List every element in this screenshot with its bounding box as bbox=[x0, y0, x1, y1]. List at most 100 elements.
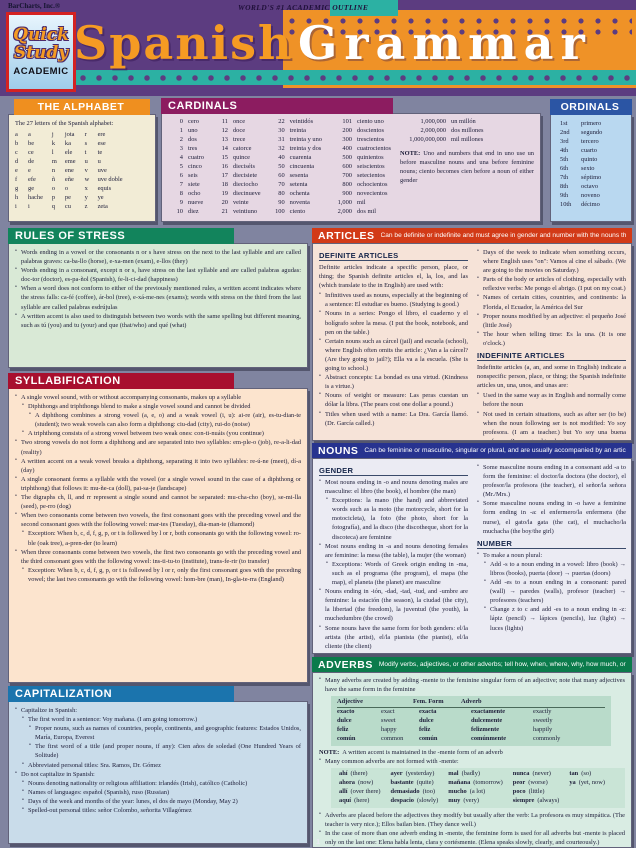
articles-tagline: Can be definite or indefinite and must a… bbox=[380, 232, 627, 239]
page-title-grammar: Grammar bbox=[298, 16, 592, 70]
ordinal-row: 7th séptimo bbox=[560, 173, 602, 181]
bullet-item: • The first word of a title (and proper n… bbox=[29, 742, 301, 760]
bullet-item: • Names of languages: español (Spanish), … bbox=[22, 787, 170, 796]
bullet-item: • A written accent on a weak vowel breaks… bbox=[15, 456, 301, 474]
ordinal-row: 10th décimo bbox=[560, 200, 600, 208]
alphabet-letter-row: g ge bbox=[15, 184, 35, 192]
articles-panel: DEFINITE ARTICLES Definite articles indi… bbox=[312, 243, 632, 441]
cardinal-row: 21 veintiuno bbox=[221, 207, 258, 215]
adverbs-intro: • Many adverbs are created by adding -men… bbox=[319, 676, 625, 694]
bullet-item: • Abbreviated personal titles: Sra. Ramos… bbox=[22, 760, 161, 769]
alphabet-section-header: THE ALPHABET bbox=[14, 99, 150, 115]
common-adverb-entry: mucho (a lot) bbox=[448, 788, 486, 796]
cardinals-panel: 0 cero 1 uno 2 dos 3 tres 4 cuatro 5 cinco 6 seis 7 sie… bbox=[161, 113, 541, 222]
cardinal-million-row: 1,000,000,000 mil millones bbox=[409, 135, 484, 143]
bullet-marker: • bbox=[319, 757, 321, 764]
definite-articles-bullets-2: • Days of the week to indicate when somet… bbox=[477, 248, 626, 348]
adverbs-tagline: Modify verbs, adjectives, or other adver… bbox=[378, 661, 626, 668]
bullet-item: • Some masculine nouns ending in -o have … bbox=[477, 499, 626, 535]
adverbs-section-header: ADVERBS Modify verbs, adjectives, or oth… bbox=[312, 657, 632, 672]
nouns-left-column: GENDER • Most nouns ending in -o and noun… bbox=[319, 463, 468, 651]
bullet-item: • Exceptions: Words of Greek origin endin… bbox=[326, 559, 468, 587]
cardinal-row: 100 ciento bbox=[275, 207, 306, 215]
cardinal-row: 5 cinco bbox=[179, 162, 202, 170]
cardinal-row: 7 siete bbox=[179, 180, 200, 188]
adverbs-title: ADVERBS bbox=[318, 658, 373, 671]
alphabet-letter-row: k ka bbox=[51, 140, 71, 148]
common-adverb-entry: despacio (slowly) bbox=[390, 797, 439, 805]
note-label: NOTE: bbox=[400, 149, 421, 157]
cardinal-row: 700 setecientos bbox=[342, 171, 386, 179]
ordinals-section-header: ORDINALS bbox=[550, 99, 632, 115]
bullet-item: • Capitalize in Spanish: bbox=[15, 706, 78, 714]
bullet-item: • Diphthongs and triphthongs blend to mak… bbox=[22, 402, 251, 411]
common-adverb-entry: peor (worse) bbox=[512, 779, 548, 787]
cardinal-row: 101 ciento uno bbox=[342, 118, 384, 125]
cardinal-row: 900 novecientos bbox=[342, 189, 388, 197]
bullet-item: • Parts of the body or articles of clothi… bbox=[477, 275, 626, 293]
cardinal-row: 2,000 dos mil bbox=[337, 207, 376, 215]
bullet-item: • Days of the week to indicate when somet… bbox=[477, 248, 626, 275]
cardinal-row: 14 catorce bbox=[221, 144, 252, 152]
bullet-item: • The hour when telling time: Es la una. … bbox=[477, 329, 626, 347]
articles-section-header: ARTICLES Can be definite or indefinite a… bbox=[312, 228, 632, 243]
cardinal-row: 19 diecinueve bbox=[221, 189, 261, 197]
alphabet-letter-row: d de bbox=[15, 158, 35, 165]
common-adverbs-column-2: ayer (yesterday) bastante (quite) demasiado(… bbox=[391, 770, 439, 806]
bullet-item: • Infinitives used as nouns, especially a… bbox=[319, 291, 468, 309]
common-adverb-entry: bastante (quite) bbox=[390, 779, 434, 787]
cardinal-row: 70 setenta bbox=[278, 180, 308, 188]
publisher-brand: BarCharts, Inc.® bbox=[8, 2, 61, 10]
cardinal-row: 32 treinta y dos bbox=[278, 144, 322, 152]
bullet-item: • When a word does not conform to either … bbox=[15, 284, 301, 311]
alphabet-letter-row: z zeta bbox=[84, 202, 108, 210]
common-adverb-entry: siempre (always) bbox=[512, 797, 560, 805]
alphabet-panel: The 27 letters of the Spanish alphabet: … bbox=[8, 114, 156, 222]
mente-table-header: Adjective Fem. Form Adverb bbox=[337, 698, 605, 709]
number-bullets: • To make a noun plural: • Add -s to a noun… bbox=[477, 551, 626, 633]
cardinal-row: 2 dos bbox=[179, 135, 197, 143]
cardinal-row: 6 seis bbox=[179, 171, 198, 179]
cardinal-row: 3 tres bbox=[179, 144, 198, 152]
cardinal-row: 8 ocho bbox=[179, 189, 201, 197]
bullet-item: • Proper nouns modified by an adjective: … bbox=[477, 311, 626, 329]
cardinals-millions-note: 1,000,000 un millón 2,000,000 dos millones 1… bbox=[400, 118, 534, 217]
common-adverbs-column-4: nunca (never) peor (worse) poco (little) siemp… bbox=[513, 770, 560, 806]
common-adverb-entry: muy (very) bbox=[448, 797, 479, 805]
bullet-item: • Two strong vowels do not form a diphtho… bbox=[15, 438, 301, 456]
alphabet-column-2: j jota k ka l ele m eme n ene ñ eñe o o p pe q cu bbox=[52, 131, 76, 212]
bullet-item: • Most nouns ending in -a and nouns denot… bbox=[319, 541, 468, 559]
adverbs-panel: • Many adverbs are created by adding -men… bbox=[312, 672, 632, 848]
logo-quick-text: Quick bbox=[13, 24, 69, 45]
alphabet-letter-row: s ese bbox=[84, 140, 106, 148]
note-text: Uno and numbers that end in uno use un b… bbox=[400, 149, 534, 185]
nouns-panel: GENDER • Most nouns ending in -o and noun… bbox=[312, 458, 632, 654]
bullet-item: • Nouns denoting nationality or religious… bbox=[22, 778, 248, 787]
cardinal-million-row: 1,000,000 un millón bbox=[420, 118, 476, 125]
bullet-item: • Nouns of weight or measure: Las peras c… bbox=[319, 391, 468, 409]
bullet-item: • In the case of more than one adverb end… bbox=[319, 829, 625, 847]
alphabet-columns: a a b be c ce d de e e f efe g ge h hache i i j jota k ka l el… bbox=[15, 131, 149, 212]
definite-articles-bullets-1: • Infinitives used as nouns, especially a… bbox=[319, 291, 468, 427]
cardinal-row: 200 doscientos bbox=[342, 126, 384, 134]
bullet-item: • Abstract concepts: La bondad es una vir… bbox=[319, 373, 468, 391]
logo-study-text: Study bbox=[13, 42, 69, 63]
alphabet-letter-row: y ye bbox=[84, 193, 104, 201]
ordinals-panel: 1st primero 2nd segundo 3rd tercero 4th cuarto 5… bbox=[550, 114, 632, 222]
bullet-item: • Add -s to a noun ending in a vowel: lib… bbox=[484, 559, 626, 577]
bullet-item: • Not used in certain situations, such as… bbox=[477, 409, 626, 441]
cardinal-row: 80 ochenta bbox=[278, 189, 310, 197]
alphabet-letter-row: v uve bbox=[84, 166, 107, 174]
ordinal-row: 5th quinto bbox=[560, 155, 598, 163]
bullet-item: • Some masculine nouns ending in a conson… bbox=[477, 463, 626, 499]
alphabet-letter-row: c ce bbox=[15, 149, 34, 157]
mente-table-rows: exacto exact exacta exactamente exactly dulce… bbox=[337, 708, 605, 744]
stress-section-header: RULES OF STRESS bbox=[8, 228, 234, 244]
bullet-item: • Nouns ending in -ión, -dad, -tad, -tud,… bbox=[319, 587, 468, 623]
bullet-item: • Days of the week and months of the year… bbox=[22, 796, 238, 805]
stress-panel: • Words ending in a vowel or the consonan… bbox=[8, 243, 308, 368]
